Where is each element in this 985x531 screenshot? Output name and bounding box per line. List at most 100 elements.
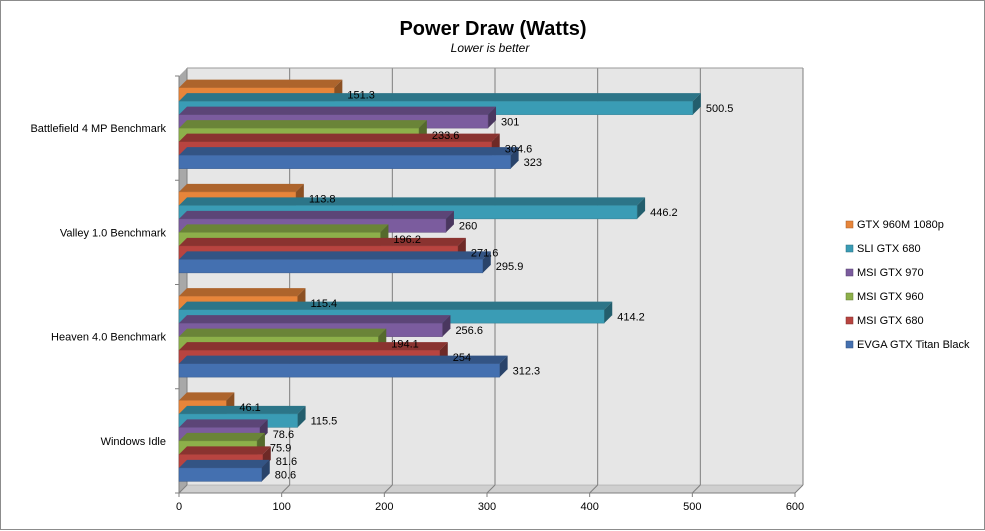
legend-label: GTX 960M 1080p: [857, 219, 944, 231]
bar-front: [178, 467, 262, 482]
legend-label: EVGA GTX Titan Black: [857, 339, 970, 351]
bar-top: [179, 147, 519, 156]
gridline-floor: [794, 484, 804, 494]
gridline-floor: [281, 484, 291, 494]
data-label: 500.5: [706, 103, 734, 115]
bar-front: [178, 154, 511, 169]
bar-end: [692, 93, 701, 115]
bar: [178, 459, 270, 482]
bar-top: [179, 446, 271, 455]
data-label: 115.5: [311, 416, 338, 428]
bar-top: [179, 405, 306, 414]
x-tick-label: 0: [176, 501, 182, 513]
data-label: 78.6: [273, 429, 294, 441]
bar-top: [179, 342, 448, 351]
data-label: 271.6: [471, 248, 499, 260]
bar-end: [604, 301, 613, 324]
data-label: 312.3: [513, 365, 541, 377]
category-label: Heaven 4.0 Benchmark: [51, 332, 166, 344]
bar-top: [179, 288, 306, 297]
bar-end: [445, 210, 454, 233]
data-label: 151.3: [347, 89, 375, 101]
bar-top: [179, 237, 466, 246]
legend-label: MSI GTX 680: [857, 315, 924, 327]
data-label: 323: [524, 157, 542, 169]
bar-top: [179, 197, 646, 206]
bar-top: [179, 93, 701, 102]
bar-top: [179, 183, 304, 192]
bar-end: [488, 106, 497, 129]
data-label: 75.9: [270, 443, 291, 455]
x-tick-label: 500: [683, 501, 701, 513]
data-labels: 151.3 500.5 301 233.6 304.6 323 113.8 446.2 260 1…: [239, 89, 733, 481]
bar-top: [179, 210, 454, 219]
legend-label: SLI GTX 680: [857, 243, 921, 255]
legend-swatch: [845, 244, 854, 253]
bar-end: [482, 251, 491, 273]
tick-labels: 0 100 200 300 400 500 600: [176, 501, 804, 513]
bar-top: [179, 106, 497, 115]
x-tick-label: 400: [580, 501, 598, 513]
bar-end: [442, 315, 451, 337]
bar-top: [179, 392, 235, 401]
bar-end: [637, 197, 646, 219]
data-label: 81.6: [276, 456, 297, 468]
x-tick-label: 200: [375, 501, 393, 513]
bar-top: [179, 120, 427, 129]
data-label: 80.6: [275, 470, 296, 482]
bar-front: [178, 363, 500, 378]
category-label: Valley 1.0 Benchmark: [60, 227, 167, 239]
chart-subtitle: Lower is better: [451, 41, 531, 55]
bar-end: [499, 355, 508, 378]
data-label: 295.9: [496, 261, 524, 273]
gridline-floor: [178, 484, 188, 494]
data-label: 256.6: [455, 325, 483, 337]
bar-top: [179, 459, 270, 468]
data-label: 446.2: [650, 207, 678, 219]
legend-swatch: [845, 340, 854, 349]
bar-end: [510, 147, 519, 169]
bar-top: [179, 224, 389, 233]
legend-swatch: [845, 316, 854, 325]
data-label: 233.6: [432, 130, 460, 142]
data-label: 304.6: [505, 143, 533, 155]
gridline-floor: [589, 484, 599, 494]
x-tick-label: 600: [786, 501, 804, 513]
bar-top: [179, 315, 451, 324]
data-label: 414.2: [617, 311, 645, 323]
data-label: 113.8: [309, 194, 336, 206]
category-labels: Battlefield 4 MP Benchmark Valley 1.0 Ben…: [30, 123, 166, 448]
data-label: 254: [453, 352, 471, 364]
chart-title: Power Draw (Watts): [399, 18, 586, 40]
bar-front: [178, 259, 484, 274]
legend: GTX 960M 1080p SLI GTX 680 MSI GTX 970 MSI …: [845, 219, 970, 351]
legend-swatch: [845, 292, 854, 301]
gridline-floor: [691, 484, 701, 494]
bar-top: [179, 432, 265, 441]
bar-top: [179, 419, 268, 428]
gridline-floor: [486, 484, 496, 494]
data-label: 46.1: [239, 402, 260, 414]
bar-end: [297, 405, 306, 428]
x-tick-label: 300: [478, 501, 496, 513]
data-label: 115.4: [310, 298, 337, 310]
bars: [178, 79, 701, 482]
bar-top: [179, 79, 343, 88]
data-label: 196.2: [393, 234, 421, 246]
bar: [178, 251, 491, 274]
side-wall: [179, 68, 187, 493]
x-tick-label: 100: [272, 501, 290, 513]
data-label: 194.1: [391, 338, 419, 350]
legend-swatch: [845, 220, 854, 229]
bar-top: [179, 328, 387, 337]
data-label: 260: [459, 221, 477, 233]
category-label: Windows Idle: [101, 436, 166, 448]
data-label: 301: [501, 116, 519, 128]
bar: [178, 147, 519, 169]
bar: [178, 355, 508, 378]
category-label: Battlefield 4 MP Benchmark: [30, 123, 166, 135]
bar-end: [261, 459, 270, 482]
bar-top: [179, 251, 491, 260]
